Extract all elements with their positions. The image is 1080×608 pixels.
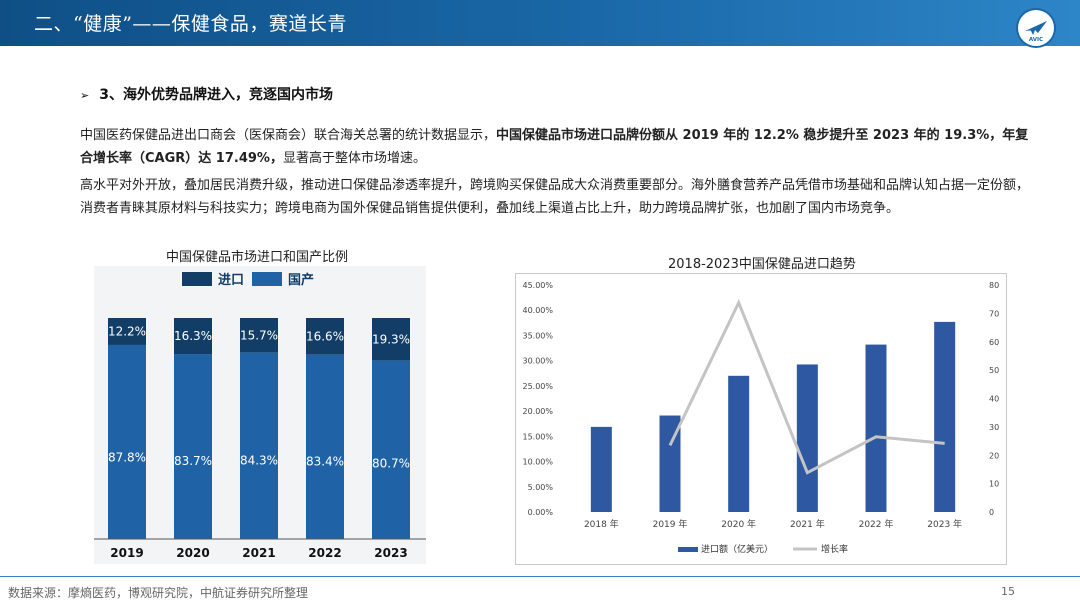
- bar-domestic-2019: [108, 344, 146, 539]
- x-label-2023: 2023: [374, 546, 407, 560]
- x-label-2022: 2022: [308, 546, 341, 560]
- right-tick-3: 30: [989, 423, 999, 432]
- data-source: 数据来源：摩熵医药，博观研究院，中航证券研究所整理: [8, 586, 309, 600]
- legend-label-domestic: 国产: [288, 272, 314, 288]
- growth-rate-line: [668, 298, 945, 475]
- import-bar-0: [590, 426, 612, 512]
- import-bar-3: [796, 364, 818, 512]
- label-import-2023: 19.3%: [372, 332, 410, 346]
- left-tick-2: 10.00%: [522, 458, 553, 467]
- p1-plain: 中国医药保健品进出口商会（医保商会）联合海关总署的统计数据显示，: [80, 128, 497, 143]
- x-label-4: 2022 年: [859, 518, 894, 530]
- x-label-1: 2019 年: [653, 518, 688, 530]
- bar-domestic-2022: [306, 354, 344, 539]
- right-tick-1: 10: [989, 480, 999, 489]
- legend-label-import-value: 进口额（亿美元）: [701, 543, 773, 555]
- chart2-frame: [515, 273, 1007, 565]
- label-domestic-2019: 87.8%: [108, 450, 146, 464]
- page-number: 15: [1001, 585, 1015, 598]
- chart1-title: 中国保健品市场进口和国产比例: [166, 250, 349, 265]
- label-domestic-2020: 83.7%: [174, 454, 212, 468]
- p1-tail: 显著高于整体市场增速。: [282, 151, 426, 166]
- left-tick-3: 15.00%: [522, 432, 553, 441]
- bar-import-2019: [108, 318, 146, 345]
- left-tick-5: 25.00%: [522, 382, 553, 391]
- company-logo: AVIC: [1016, 8, 1056, 48]
- import-bar-5: [934, 321, 956, 512]
- right-tick-4: 40: [989, 395, 999, 404]
- left-tick-6: 30.00%: [522, 357, 553, 366]
- legend-swatch-import: [182, 272, 212, 286]
- bar-import-2020: [174, 318, 212, 355]
- legend-label-import: 进口: [218, 273, 244, 288]
- section-heading: ➢ 3、海外优势品牌进入，竞逐国内市场: [80, 84, 333, 104]
- section-title: 3、海外优势品牌进入，竞逐国内市场: [99, 87, 333, 103]
- label-import-2021: 15.7%: [240, 328, 278, 342]
- x-label-2020: 2020: [176, 546, 209, 560]
- header-bar: 二、“健康”——保健食品，赛道长青: [0, 0, 1080, 46]
- bar-domestic-2020: [174, 354, 212, 539]
- legend-swatch-domestic: [252, 272, 282, 286]
- chart2-title: 2018-2023中国保健品进口趋势: [668, 257, 856, 272]
- right-tick-5: 50: [989, 366, 999, 375]
- paragraph-1: 中国医药保健品进出口商会（医保商会）联合海关总署的统计数据显示，中国保健品市场进…: [80, 124, 1040, 170]
- import-trend-chart: 0.00% 5.00% 10.00% 15.00% 20.00% 25.00% 30.00%…: [515, 273, 1007, 565]
- label-import-2020: 16.3%: [174, 329, 212, 343]
- bar-import-2022: [306, 318, 344, 355]
- x-label-2019: 2019: [110, 546, 143, 560]
- page-title: 二、“健康”——保健食品，赛道长青: [34, 13, 347, 35]
- right-tick-7: 70: [989, 309, 999, 318]
- x-label-2021: 2021: [242, 546, 275, 560]
- right-tick-8: 80: [989, 281, 999, 290]
- footer-divider: [0, 576, 1080, 577]
- import-bar-2: [728, 375, 750, 512]
- x-label-2: 2020 年: [721, 518, 756, 530]
- import-domestic-ratio-chart: 进口 国产 12.2% 87.8% 16.3% 83.7% 15.7% 84.3% 16.6…: [94, 266, 426, 564]
- bar-import-2021: [240, 318, 278, 353]
- legend-label-growth-rate: 增长率: [821, 543, 848, 555]
- label-domestic-2023: 80.7%: [372, 457, 410, 471]
- right-tick-2: 20: [989, 451, 999, 460]
- left-tick-9: 45.00%: [522, 281, 553, 290]
- label-domestic-2022: 83.4%: [306, 454, 344, 468]
- x-label-0: 2018 年: [584, 518, 619, 530]
- bar-import-2023: [372, 318, 410, 361]
- left-tick-0: 0.00%: [528, 508, 554, 517]
- left-tick-1: 5.00%: [528, 483, 554, 492]
- label-import-2022: 16.6%: [306, 329, 344, 343]
- right-tick-6: 60: [989, 338, 999, 347]
- right-tick-0: 0: [989, 508, 994, 517]
- p1-bold: 中国保健品市场进口品牌份额从 2019 年的 12.2% 稳步提升至 2023 …: [80, 128, 1029, 166]
- bar-domestic-2021: [240, 352, 278, 539]
- x-label-5: 2023 年: [927, 518, 962, 530]
- x-label-3: 2021 年: [790, 518, 825, 530]
- legend-swatch-import-value: [678, 547, 698, 552]
- import-bar-1: [659, 415, 681, 512]
- bar-domestic-2023: [372, 360, 410, 539]
- label-import-2019: 12.2%: [108, 324, 146, 338]
- section-arrow-icon: ➢: [80, 89, 90, 102]
- import-bar-4: [865, 344, 887, 512]
- left-tick-4: 20.00%: [522, 407, 553, 416]
- logo-text: AVIC: [1029, 37, 1043, 43]
- paragraph-2: 高水平对外开放，叠加居民消费升级，推动进口保健品渗透率提升，跨境购买保健品成大众…: [80, 178, 1030, 216]
- left-tick-7: 35.00%: [522, 331, 553, 340]
- left-tick-8: 40.00%: [522, 306, 553, 315]
- avic-plane-icon: AVIC: [1025, 21, 1047, 43]
- label-domestic-2021: 84.3%: [240, 453, 278, 467]
